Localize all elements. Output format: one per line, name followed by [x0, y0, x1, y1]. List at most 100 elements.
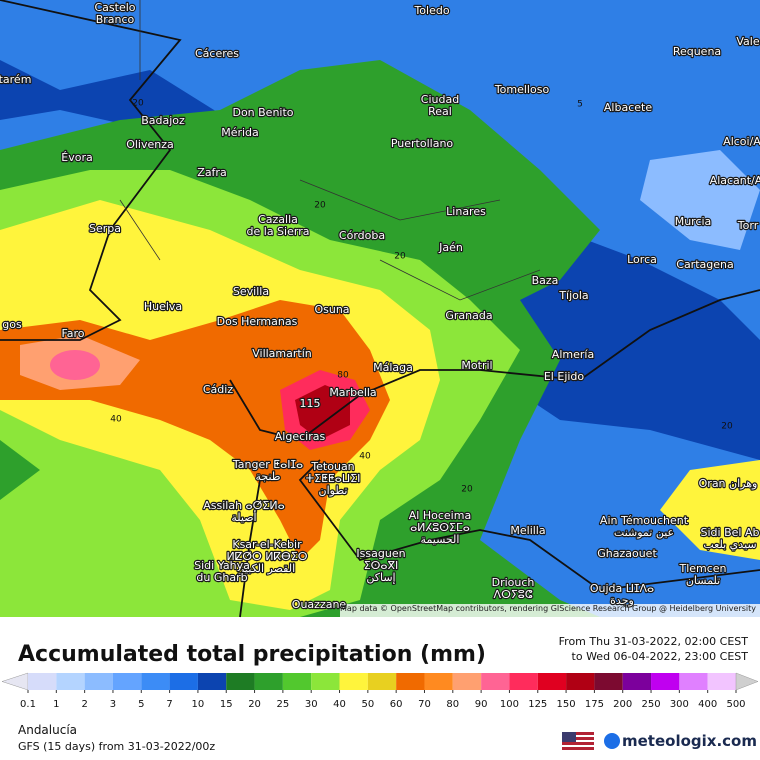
period-from: From Thu 31-03-2022, 02:00 CEST [559, 635, 749, 648]
place-label: Motril [461, 359, 492, 372]
place-label: Ain Témouchent [600, 514, 689, 527]
place-label: Issaguen [356, 547, 405, 560]
place-label: de la Sierra [247, 225, 310, 238]
place-label: ⴰⵍⵃⵓⵙⵉⵎⴰ [410, 521, 470, 534]
place-label: سيدي بلعب [703, 538, 756, 551]
legend-swatch [424, 673, 453, 690]
legend-swatch [56, 673, 85, 690]
legend-value: 300 [670, 699, 689, 710]
place-label: Branco [96, 13, 135, 26]
legend-value: 2 [81, 699, 87, 710]
place-label: Oran وهران [699, 477, 758, 490]
place-label: Tanger ⵟⴰⵏⵊⴰ [232, 458, 303, 471]
place-label: Don Benito [232, 106, 293, 119]
place-label: Málaga [373, 361, 413, 374]
place-label: ⵉⵙⴰⴳⵏ [364, 559, 399, 572]
place-label: Tetouan [310, 460, 354, 473]
place-label: ⴷⵔⵢⵓⵛ [494, 588, 533, 601]
place-label: Cáceres [195, 47, 239, 60]
place-label: Jaén [438, 241, 463, 254]
place-label: Serpa [89, 222, 121, 235]
legend-swatch [226, 673, 255, 690]
place-label: Faro [61, 327, 84, 340]
place-label: عين تموشنت [614, 526, 674, 539]
place-label: Puertollano [391, 137, 454, 150]
place-label: Baza [532, 274, 559, 287]
legend-value: 20 [248, 699, 261, 710]
place-label: Albacete [604, 101, 652, 114]
legend-value: 0.1 [20, 699, 36, 710]
place-label: gos [2, 318, 22, 331]
place-label: tarém [0, 73, 31, 86]
contour-label: 20 [314, 201, 326, 211]
legend-swatch [367, 673, 397, 690]
contour-label: 20 [394, 252, 406, 262]
legend-swatch [735, 672, 759, 691]
place-label: Zafra [197, 166, 226, 179]
place-label: Dos Hermanas [217, 315, 298, 328]
place-label: Oujda ⵡⵊⴷⴰ [590, 582, 654, 595]
legend-value: 1 [53, 699, 59, 710]
place-label: Évora [61, 151, 92, 164]
legend-value: 175 [585, 699, 604, 710]
legend-value: 3 [110, 699, 116, 710]
legend-swatch [141, 673, 170, 690]
place-label: Real [428, 105, 452, 118]
place-label: Murcia [675, 215, 712, 228]
place-label: Cartagena [676, 258, 733, 271]
legend-value: 60 [390, 699, 403, 710]
place-label: Algeciras [275, 430, 326, 443]
legend-swatch [1, 672, 29, 691]
brand-icon [604, 733, 620, 749]
place-label: Tlemcen [678, 562, 726, 575]
legend-value: 5 [138, 699, 144, 710]
period-to: to Wed 06-04-2022, 23:00 CEST [572, 650, 749, 663]
place-label: Driouch [492, 576, 535, 589]
legend-swatch [169, 673, 198, 690]
legend-value: 200 [613, 699, 632, 710]
place-label: Assilah ⴰⵚⵉⵍⴰ [203, 499, 284, 512]
place-label: Alacant/A [710, 174, 760, 187]
legend-value: 150 [557, 699, 576, 710]
place-label: Vale [736, 35, 759, 48]
legend-value: 250 [641, 699, 660, 710]
place-label: تطوان [319, 484, 348, 497]
model-info: GFS (15 days) from 31-03-2022/00z [18, 740, 215, 753]
place-label: Mérida [221, 126, 259, 139]
place-label: Sidi Bel Ab [701, 526, 760, 539]
place-label: Castelo [94, 1, 135, 14]
contour-label: 80 [337, 371, 349, 381]
place-label: Sidi Yahya [194, 559, 250, 572]
brand[interactable]: meteologix.com [622, 732, 757, 750]
place-label: Al Hoceima [409, 509, 471, 522]
place-label: Sevilla [233, 285, 269, 298]
legend-value: 80 [446, 699, 459, 710]
place-label: أصيلة [231, 510, 256, 524]
place-label: Torr [737, 219, 759, 232]
legend-value: 70 [418, 699, 431, 710]
place-label: Tomelloso [494, 83, 550, 96]
place-label: Lorca [627, 253, 657, 266]
legend-value: 90 [475, 699, 488, 710]
contour-label: 40 [359, 452, 371, 462]
legend-swatch [452, 673, 482, 690]
legend-swatch [566, 673, 595, 690]
legend-panel: Accumulated total precipitation (mm) Fro… [1, 635, 759, 753]
place-label: Marbella [329, 386, 376, 399]
legend-swatch [594, 673, 623, 690]
legend-value: 30 [305, 699, 318, 710]
place-label: Alcoi/A [723, 135, 760, 148]
place-label: du Gharb [196, 571, 247, 584]
legend-swatch [509, 673, 538, 690]
place-label: El Ejido [544, 370, 585, 383]
place-label: Cádiz [203, 383, 233, 396]
legend-swatch [481, 673, 510, 690]
legend-value: 400 [698, 699, 717, 710]
legend-value: 100 [500, 699, 519, 710]
place-label: Almería [552, 348, 594, 361]
legend-swatch [311, 673, 340, 690]
contour-label: 20 [721, 422, 733, 432]
place-label: Ciudad [421, 93, 459, 106]
legend-value: 40 [333, 699, 346, 710]
